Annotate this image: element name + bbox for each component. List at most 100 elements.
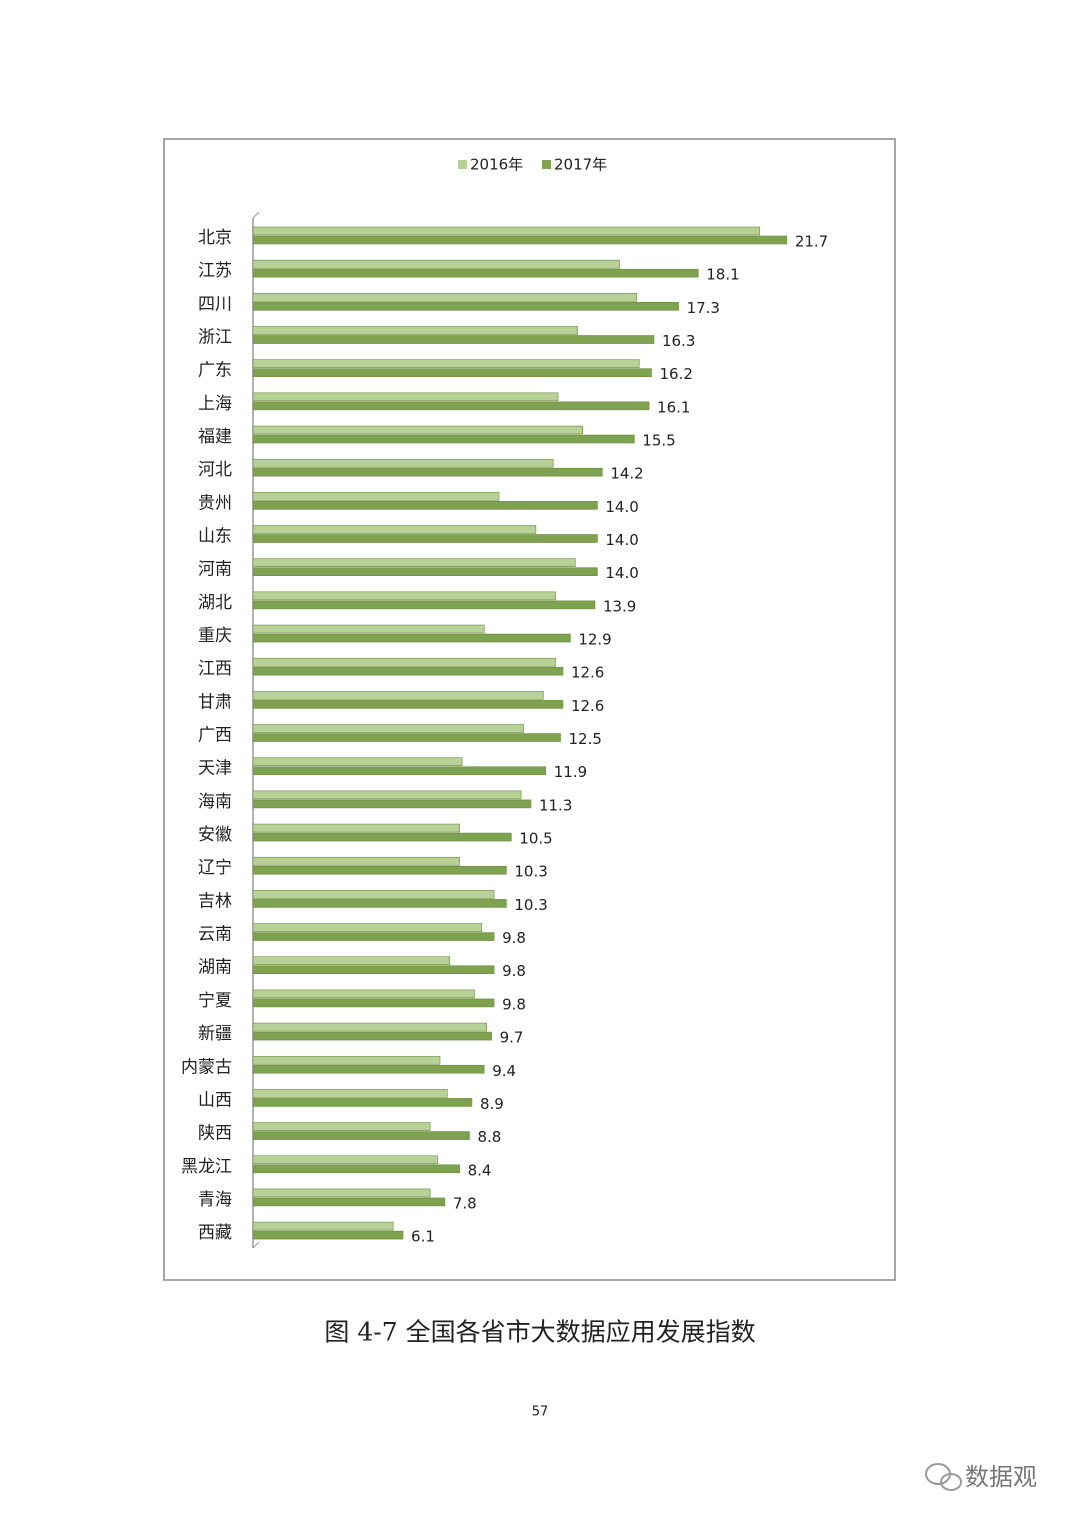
y-tick-label: 青海 (198, 1190, 232, 1210)
bar (252, 865, 507, 875)
data-label: 6.1 (411, 1228, 435, 1246)
data-label: 7.8 (453, 1194, 477, 1212)
watermark-icon (925, 1463, 962, 1491)
data-label: 14.2 (610, 465, 643, 483)
bar (252, 790, 522, 800)
bar (252, 1098, 473, 1107)
data-label: 9.8 (502, 995, 526, 1013)
data-label: 17.3 (687, 299, 720, 317)
bar (252, 766, 547, 776)
y-tick-label: 四川 (198, 294, 232, 314)
data-label: 9.8 (502, 929, 526, 947)
bar (252, 268, 699, 278)
data-label: 12.5 (569, 730, 602, 748)
y-tick-label: 内蒙古 (181, 1057, 232, 1077)
data-label: 10.3 (514, 896, 547, 914)
bar (252, 567, 598, 577)
y-tick-label: 陕西 (198, 1124, 232, 1144)
page-number: 57 (532, 1405, 549, 1420)
data-label: 16.2 (660, 365, 693, 383)
y-tick-label: 甘肃 (198, 692, 232, 712)
bar (252, 832, 512, 842)
bar (252, 558, 576, 568)
y-tick-label: 广西 (198, 726, 232, 746)
bar (252, 1221, 394, 1231)
data-label: 16.3 (662, 332, 695, 350)
bar (252, 1188, 431, 1198)
data-label: 9.7 (500, 1029, 524, 1047)
data-label: 10.3 (514, 863, 547, 881)
bar (252, 368, 652, 377)
bar (252, 956, 451, 966)
y-tick-label: 湖南 (198, 958, 232, 978)
y-tick-label: 西藏 (198, 1223, 232, 1243)
legend-swatch (542, 160, 551, 169)
y-axis-depth (252, 1241, 260, 1249)
bar (252, 302, 679, 311)
bar (252, 335, 655, 344)
bar (252, 326, 579, 335)
bar (252, 1064, 485, 1074)
data-label: 11.3 (539, 796, 572, 814)
y-tick-label: 河南 (198, 560, 232, 580)
y-tick-label: 浙江 (198, 328, 232, 348)
bar (252, 923, 483, 932)
y-tick-label: 江西 (198, 659, 232, 679)
bar (252, 226, 761, 236)
bar (252, 501, 598, 510)
y-tick-label: 北京 (198, 228, 232, 248)
y-tick-label: 山东 (198, 527, 232, 547)
bar (252, 757, 463, 767)
data-label: 11.9 (554, 763, 587, 781)
bar (252, 1031, 492, 1041)
bar (252, 1089, 448, 1098)
bar (252, 724, 524, 733)
y-tick-label: 河北 (198, 460, 232, 480)
bar (252, 1230, 404, 1240)
data-label: 12.6 (571, 697, 604, 715)
y-tick-label: 黑龙江 (181, 1157, 232, 1177)
bar (252, 492, 500, 501)
data-label: 12.6 (571, 664, 604, 682)
bar (252, 998, 495, 1008)
bar (252, 624, 485, 634)
bar (252, 700, 564, 709)
data-label: 21.7 (795, 233, 828, 251)
bar (252, 932, 495, 941)
bar (252, 733, 561, 742)
bar (252, 799, 532, 809)
y-tick-label: 宁夏 (198, 991, 232, 1011)
data-label: 8.9 (480, 1095, 504, 1113)
y-axis-depth (252, 211, 260, 219)
legend-label: 2016年 (470, 156, 523, 174)
y-tick-label: 辽宁 (198, 858, 232, 878)
bar (252, 467, 603, 477)
bar (252, 591, 556, 601)
y-tick-label: 广东 (198, 361, 232, 381)
bar (252, 458, 554, 468)
y-tick-label: 海南 (198, 792, 232, 812)
data-label: 14.0 (605, 531, 638, 549)
bar (252, 856, 460, 866)
data-label: 15.5 (642, 432, 675, 450)
y-tick-label: 新疆 (198, 1024, 232, 1044)
y-tick-label: 安徽 (198, 825, 232, 845)
bar (252, 1197, 446, 1207)
y-tick-label: 天津 (198, 759, 232, 779)
legend-label: 2017年 (554, 156, 607, 174)
bar (252, 600, 596, 610)
y-tick-label: 重庆 (198, 626, 232, 646)
bar (252, 434, 635, 444)
bar (252, 235, 788, 245)
y-tick-label: 山西 (198, 1090, 232, 1110)
data-label: 10.5 (519, 830, 552, 848)
bar (252, 989, 475, 999)
bar (252, 1055, 441, 1065)
bar (252, 666, 564, 676)
caption: 图 4-7 全国各省市大数据应用发展指数 (324, 1318, 755, 1347)
data-label: 16.1 (657, 398, 690, 416)
data-label: 18.1 (706, 266, 739, 284)
bar (252, 293, 638, 302)
y-tick-label: 吉林 (198, 891, 232, 911)
